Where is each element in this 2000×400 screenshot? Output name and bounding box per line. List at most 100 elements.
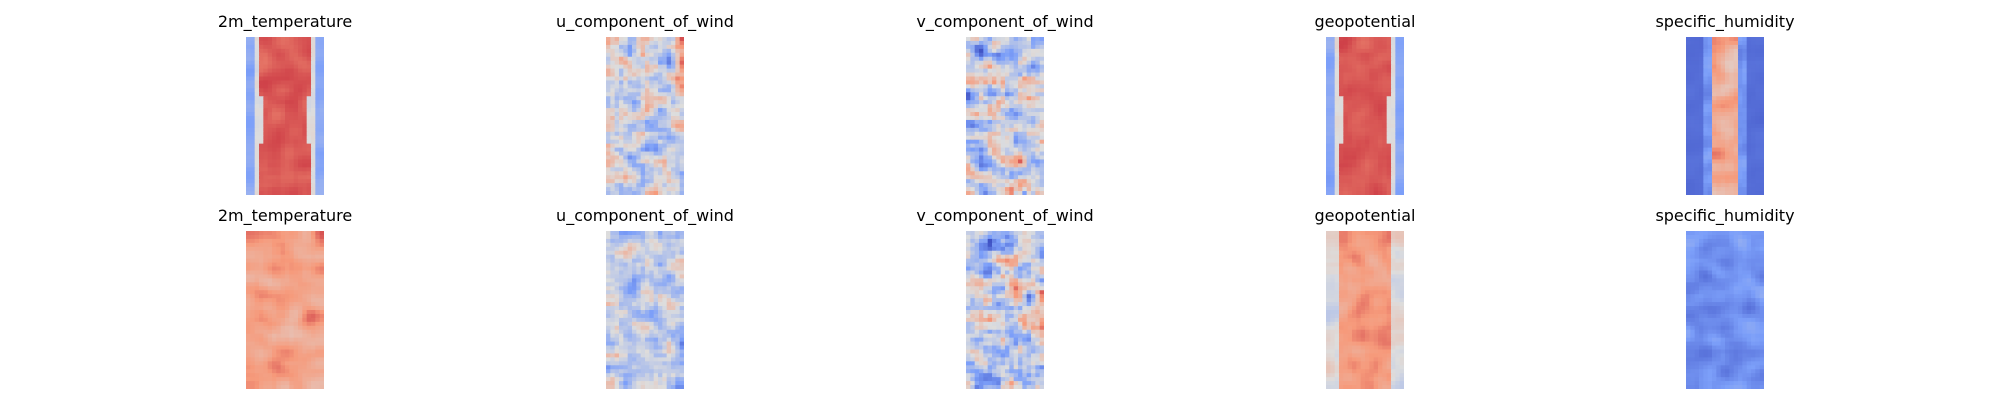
- heatmap-cell: [1039, 167, 1044, 172]
- heatmap-cell: [1000, 44, 1006, 50]
- heatmap-cell: [1395, 44, 1401, 50]
- heatmap-cell: [1018, 163, 1023, 168]
- heatmap-cell: [1365, 187, 1370, 192]
- heatmap-cell: [619, 119, 624, 125]
- heatmap-cell: [311, 116, 316, 121]
- heatmap-cell: [302, 60, 308, 66]
- heatmap-cell: [1699, 100, 1704, 105]
- heatmap-cell: [662, 341, 668, 347]
- heatmap-cell: [679, 357, 684, 362]
- heatmap-cell: [987, 108, 993, 113]
- heatmap-cell: [1360, 119, 1366, 125]
- heatmap-cell: [1716, 123, 1722, 129]
- heatmap-cell: [1386, 84, 1392, 89]
- heatmap-cell: [623, 187, 629, 192]
- heatmap-u-component-of-wind: [606, 231, 684, 389]
- heatmap-cell: [632, 159, 637, 164]
- heatmap-cell: [263, 349, 269, 355]
- heatmap-cell: [1382, 119, 1388, 125]
- heatmap-cell: [319, 357, 324, 362]
- heatmap-cell: [966, 68, 971, 74]
- heatmap-cell: [1330, 167, 1336, 172]
- heatmap-cell: [632, 92, 637, 97]
- heatmap-cell: [983, 64, 989, 70]
- heatmap-cell: [996, 147, 1002, 153]
- heatmap-cell: [983, 44, 989, 50]
- heatmap-cell: [263, 52, 269, 58]
- heatmap-cell: [272, 112, 277, 117]
- heatmap-cell: [276, 361, 282, 366]
- heatmap-cell: [319, 72, 324, 78]
- heatmap-cell: [1755, 72, 1761, 78]
- heatmap-cell: [285, 325, 290, 331]
- heatmap-cell: [1039, 127, 1044, 133]
- heatmap-cell: [272, 317, 277, 323]
- heatmap-cell: [280, 298, 286, 303]
- heatmap-cell: [1347, 60, 1353, 66]
- heatmap-cell: [1035, 104, 1041, 109]
- heatmap-cell: [619, 353, 624, 358]
- heatmap-cell: [1352, 151, 1357, 157]
- heatmap-cell: [1378, 143, 1383, 149]
- heatmap-cell: [285, 187, 290, 192]
- heatmap-cell: [996, 175, 1002, 180]
- heatmap-cell: [623, 313, 629, 319]
- heatmap-cell: [1746, 119, 1752, 125]
- heatmap-cell: [658, 96, 663, 101]
- heatmap-cell: [671, 40, 676, 46]
- heatmap-cell: [1373, 187, 1379, 192]
- heatmap-cell: [610, 48, 616, 54]
- heatmap-cell: [1031, 84, 1036, 89]
- heatmap-cell: [1018, 80, 1023, 85]
- heatmap-cell: [675, 262, 681, 268]
- heatmap-cell: [966, 139, 971, 145]
- heatmap-cell: [671, 163, 676, 168]
- heatmap-cell: [614, 127, 620, 133]
- heatmap-cell: [276, 306, 282, 311]
- heatmap-cell: [658, 282, 663, 287]
- heatmap-cell: [662, 282, 668, 287]
- heatmap-cell: [619, 365, 624, 370]
- heatmap-cell: [272, 60, 277, 66]
- heatmap-cell: [653, 155, 659, 161]
- heatmap-cell: [1382, 52, 1388, 58]
- heatmap-cell: [1759, 151, 1764, 157]
- heatmap-cell: [246, 175, 251, 180]
- heatmap-cell: [302, 333, 308, 339]
- heatmap-cell: [1382, 139, 1388, 145]
- heatmap-cell: [636, 143, 642, 149]
- heatmap-cell: [302, 369, 308, 374]
- heatmap-cell: [679, 258, 684, 264]
- heatmap-cell: [272, 231, 277, 236]
- heatmap-cell: [1347, 187, 1353, 192]
- heatmap-cell: [1352, 64, 1357, 70]
- heatmap-cell: [649, 262, 655, 268]
- heatmap-cell: [675, 139, 681, 145]
- heatmap-cell: [614, 345, 620, 351]
- heatmap-cell: [285, 333, 290, 339]
- heatmap-cell: [1716, 56, 1722, 62]
- heatmap-cell: [319, 325, 324, 331]
- heatmap-cell: [1000, 108, 1006, 113]
- heatmap-cell: [1373, 123, 1379, 129]
- heatmap-cell: [298, 108, 303, 113]
- heatmap-cell: [983, 123, 989, 129]
- heatmap-cell: [306, 139, 312, 145]
- heatmap-cell: [623, 64, 629, 70]
- heatmap-cell: [658, 108, 663, 113]
- heatmap-cell: [606, 242, 611, 248]
- heatmap-cell: [263, 151, 269, 157]
- heatmap-cell: [632, 167, 637, 172]
- heatmap-cell: [619, 258, 624, 264]
- heatmap-cell: [610, 143, 616, 149]
- heatmap-cell: [298, 302, 303, 307]
- heatmap-cell: [302, 72, 308, 78]
- heatmap-cell: [280, 365, 286, 370]
- heatmap-cell: [289, 357, 295, 362]
- heatmap-cell: [614, 266, 620, 272]
- heatmap-cell: [671, 246, 676, 252]
- heatmap-cell: [983, 48, 989, 54]
- heatmap-cell: [306, 80, 312, 85]
- heatmap-cell: [1378, 84, 1383, 89]
- heatmap-cell: [610, 246, 616, 252]
